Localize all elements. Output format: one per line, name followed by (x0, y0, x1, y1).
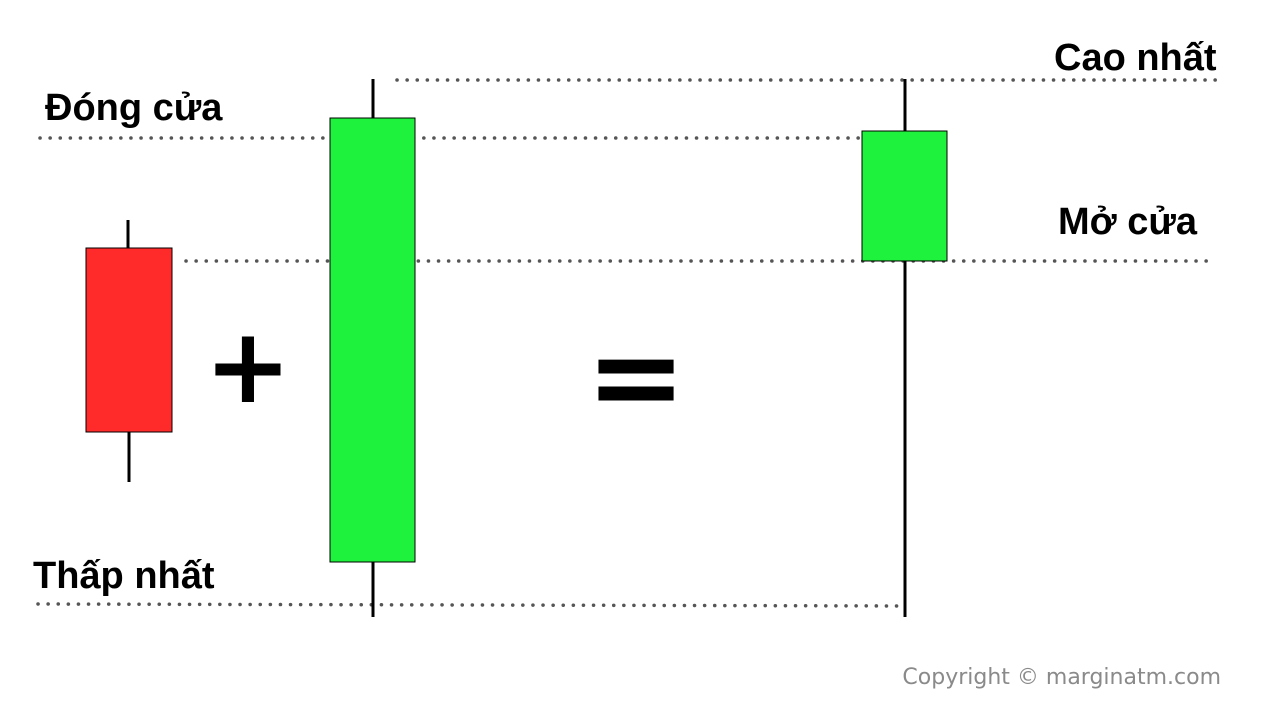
high-label: Cao nhất (1054, 37, 1217, 79)
red-candle (85, 220, 173, 482)
plus-sign: + (204, 305, 291, 427)
close-label: Đóng cửa (45, 87, 223, 129)
low-label: Thấp nhất (33, 555, 215, 597)
copyright-text: Copyright © marginatm.com (902, 665, 1221, 690)
red-candle-body (85, 247, 173, 433)
result-green-candle (861, 79, 948, 617)
result-candle-body (861, 130, 948, 262)
tall-green-candle (329, 79, 416, 617)
tall-green-candle-body (329, 117, 416, 563)
equals-sign: = (586, 308, 687, 447)
low-guide-line (36, 602, 907, 608)
open-label: Mở cửa (1058, 201, 1198, 243)
